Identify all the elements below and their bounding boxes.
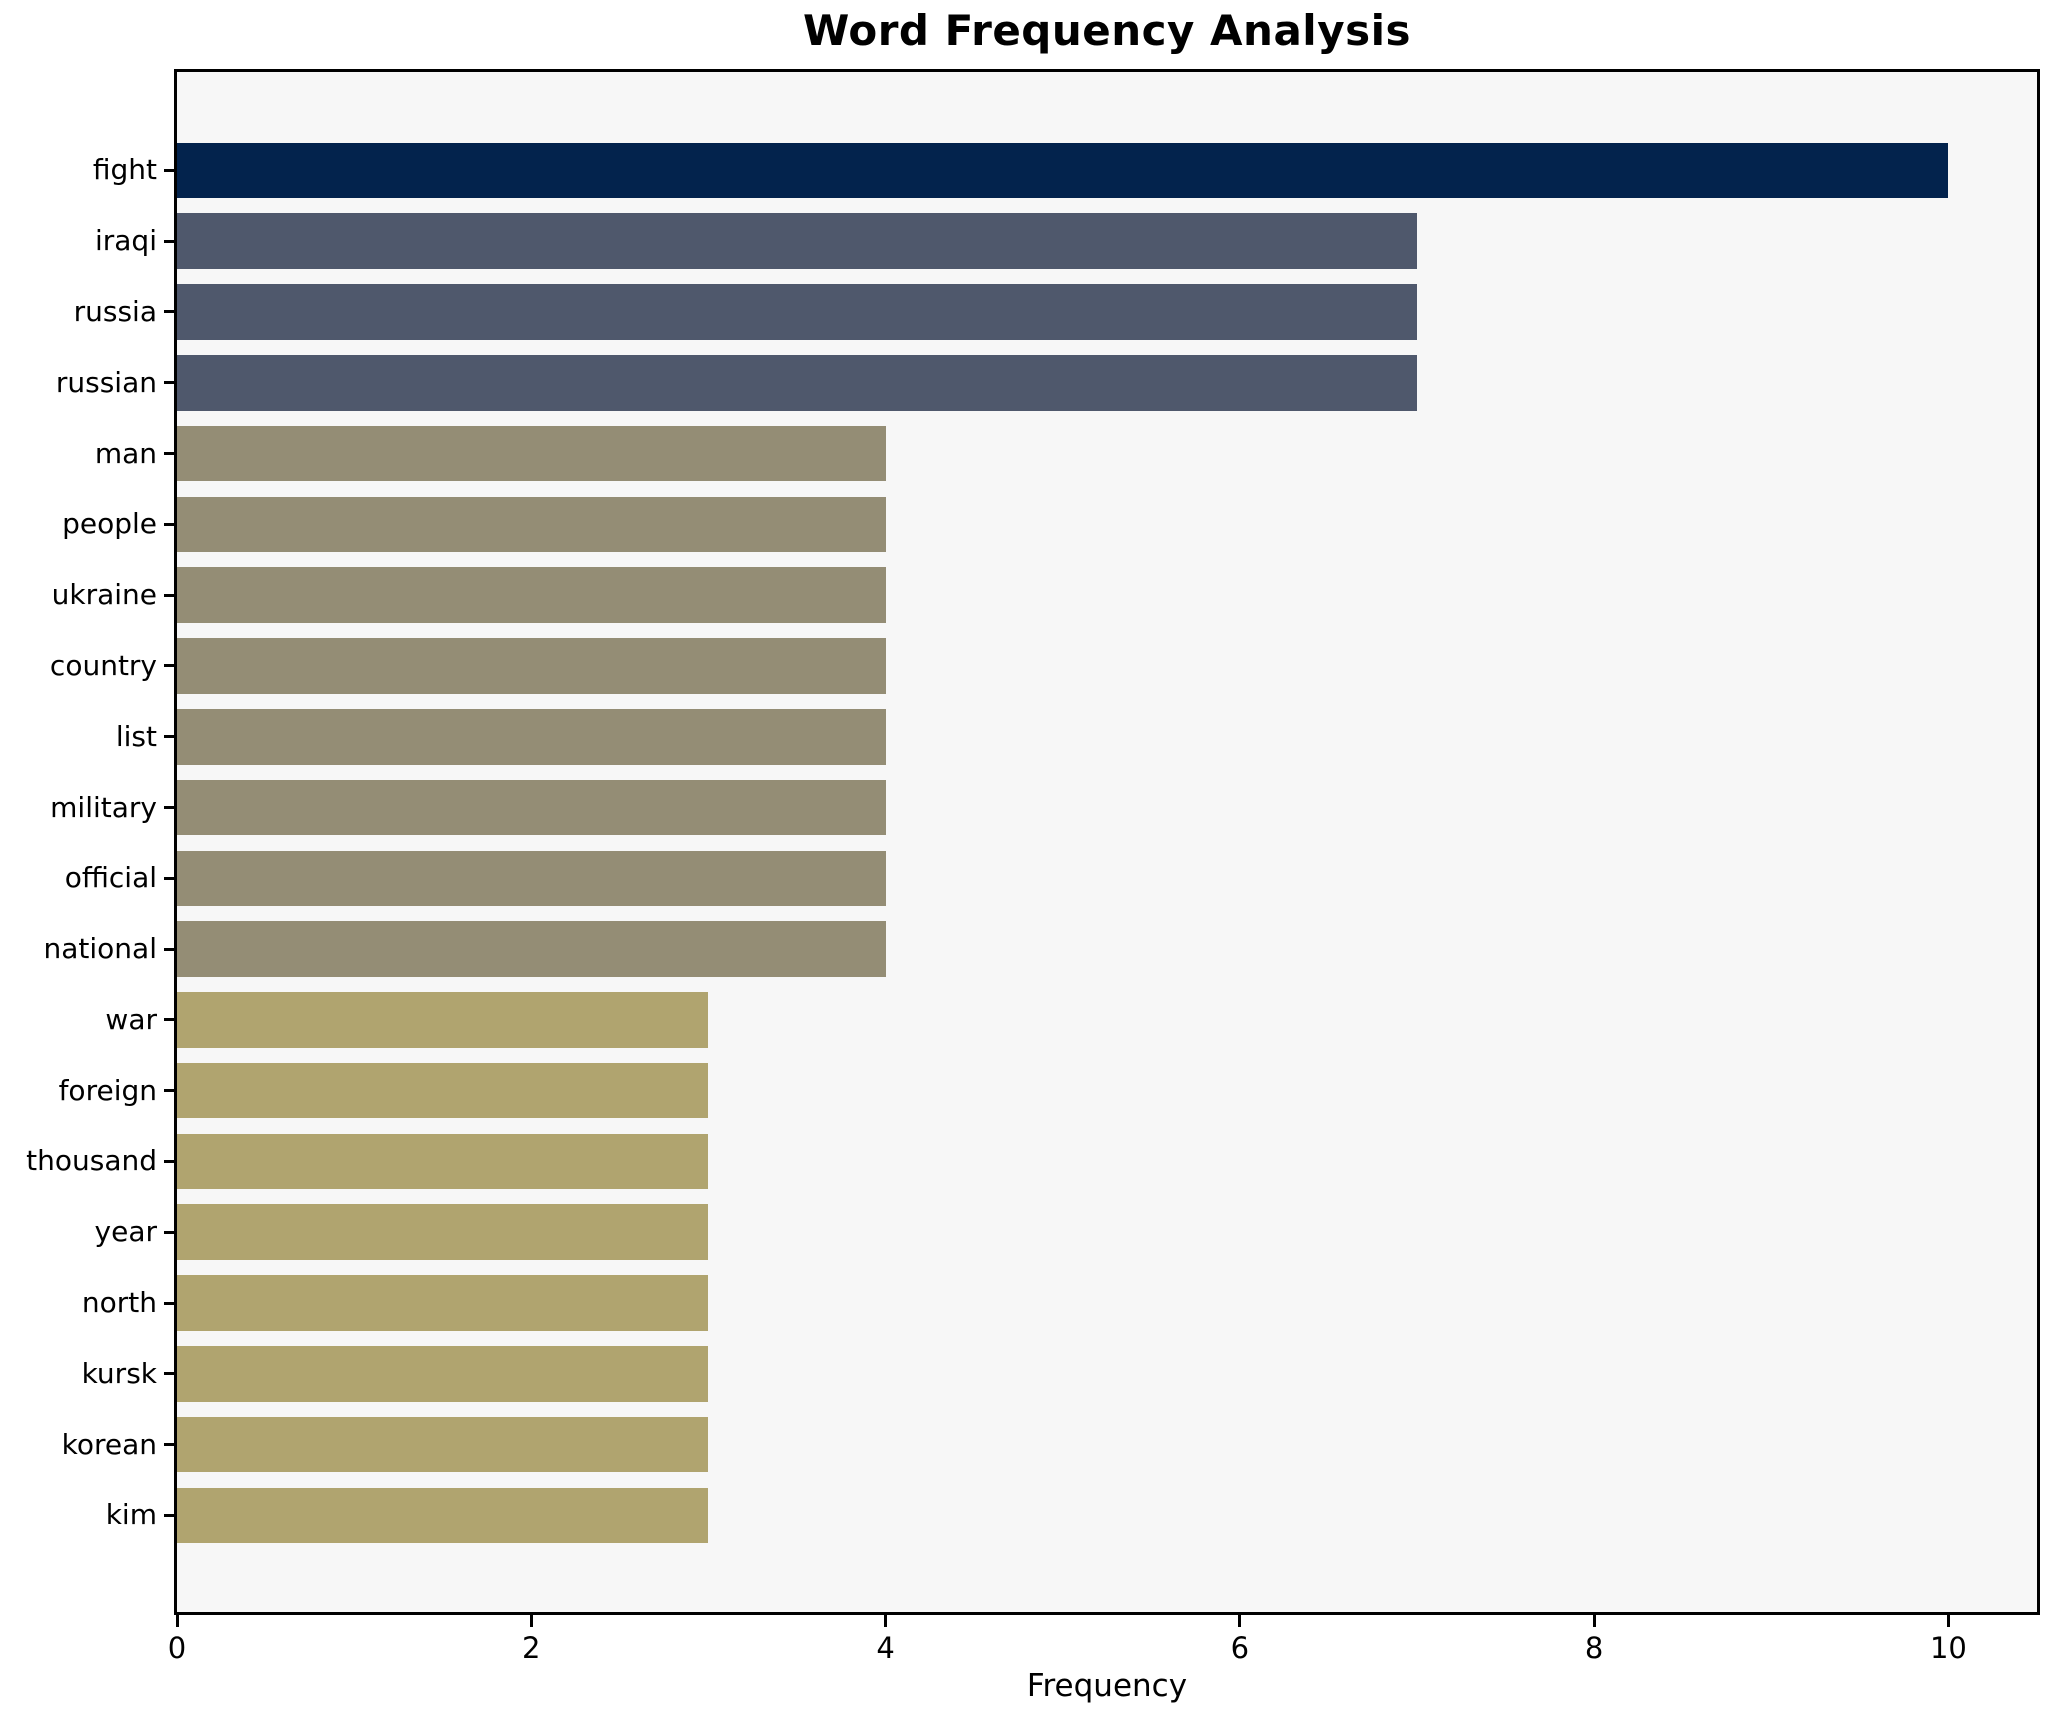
y-tick-label-iraqi: iraqi — [94, 224, 157, 258]
y-tick-mark — [164, 1301, 174, 1305]
bar-fight — [177, 142, 1949, 199]
x-tick-label-0: 0 — [167, 1631, 187, 1665]
y-tick-mark — [164, 1089, 174, 1093]
y-tick-label-north: north — [81, 1286, 157, 1320]
bar-man — [177, 425, 886, 482]
y-tick-mark — [164, 310, 174, 314]
x-tick-mark — [1592, 1615, 1596, 1627]
y-tick-label-thousand: thousand — [26, 1144, 157, 1178]
bar-military — [177, 779, 886, 836]
chart-title: Word Frequency Analysis — [803, 6, 1411, 55]
y-tick-label-national: national — [43, 932, 157, 966]
y-tick-label-official: official — [64, 861, 157, 895]
y-tick-label-kursk: kursk — [81, 1356, 157, 1390]
y-tick-label-list: list — [115, 719, 157, 753]
x-tick-mark — [1946, 1615, 1950, 1627]
bar-official — [177, 850, 886, 907]
y-tick-mark — [164, 593, 174, 597]
y-tick-mark — [164, 735, 174, 739]
x-tick-label-6: 6 — [1230, 1631, 1250, 1665]
y-tick-mark — [164, 1372, 174, 1376]
bar-north — [177, 1275, 709, 1331]
y-tick-mark — [164, 1159, 174, 1163]
y-tick-mark — [164, 806, 174, 809]
y-tick-mark — [164, 1513, 174, 1517]
x-tick-label-10: 10 — [1929, 1631, 1967, 1665]
y-tick-mark — [164, 381, 174, 385]
y-tick-mark — [164, 1443, 174, 1447]
bar-kursk — [177, 1346, 709, 1402]
y-tick-label-fight: fight — [92, 153, 157, 187]
bar-ukraine — [177, 567, 886, 623]
y-tick-mark — [164, 876, 174, 880]
x-tick-mark — [529, 1615, 533, 1627]
y-tick-label-kim: kim — [105, 1498, 157, 1532]
y-tick-label-ukraine: ukraine — [51, 578, 157, 612]
y-tick-label-korean: korean — [61, 1427, 157, 1461]
x-tick-label-8: 8 — [1584, 1631, 1604, 1665]
x-tick-mark — [884, 1615, 888, 1627]
y-tick-mark — [164, 664, 174, 668]
bar-people — [177, 496, 886, 553]
y-tick-label-man: man — [94, 436, 157, 470]
y-tick-label-foreign: foreign — [58, 1073, 157, 1107]
x-tick-mark — [1238, 1615, 1242, 1627]
bar-kim — [177, 1487, 709, 1544]
x-tick-mark — [175, 1615, 179, 1627]
x-axis-label: Frequency — [1026, 1668, 1188, 1704]
bar-foreign — [177, 1062, 709, 1119]
bar-year — [177, 1204, 709, 1261]
y-tick-mark — [164, 1230, 174, 1234]
bar-war — [177, 992, 709, 1048]
bar-country — [177, 638, 886, 694]
bar-korean — [177, 1416, 709, 1473]
x-tick-label-2: 2 — [522, 1631, 541, 1665]
y-tick-mark — [164, 452, 174, 456]
y-tick-label-year: year — [94, 1215, 157, 1249]
y-tick-mark — [164, 168, 174, 172]
y-tick-mark — [164, 1018, 174, 1022]
y-tick-label-military: military — [50, 790, 157, 824]
bar-national — [177, 921, 886, 977]
bar-list — [177, 708, 886, 765]
bar-russia — [177, 284, 1417, 340]
y-tick-label-russian: russian — [55, 365, 157, 399]
y-tick-mark — [164, 522, 174, 526]
bar-thousand — [177, 1133, 709, 1190]
bar-russian — [177, 354, 1417, 411]
y-tick-label-country: country — [49, 648, 157, 682]
x-tick-label-4: 4 — [876, 1631, 895, 1665]
y-tick-label-war: war — [105, 1002, 157, 1036]
y-tick-mark — [164, 947, 174, 951]
plot-area — [174, 69, 2040, 1615]
bar-iraqi — [177, 213, 1417, 269]
y-tick-label-russia: russia — [73, 294, 157, 328]
y-tick-label-people: people — [62, 507, 157, 541]
y-tick-mark — [164, 239, 174, 243]
